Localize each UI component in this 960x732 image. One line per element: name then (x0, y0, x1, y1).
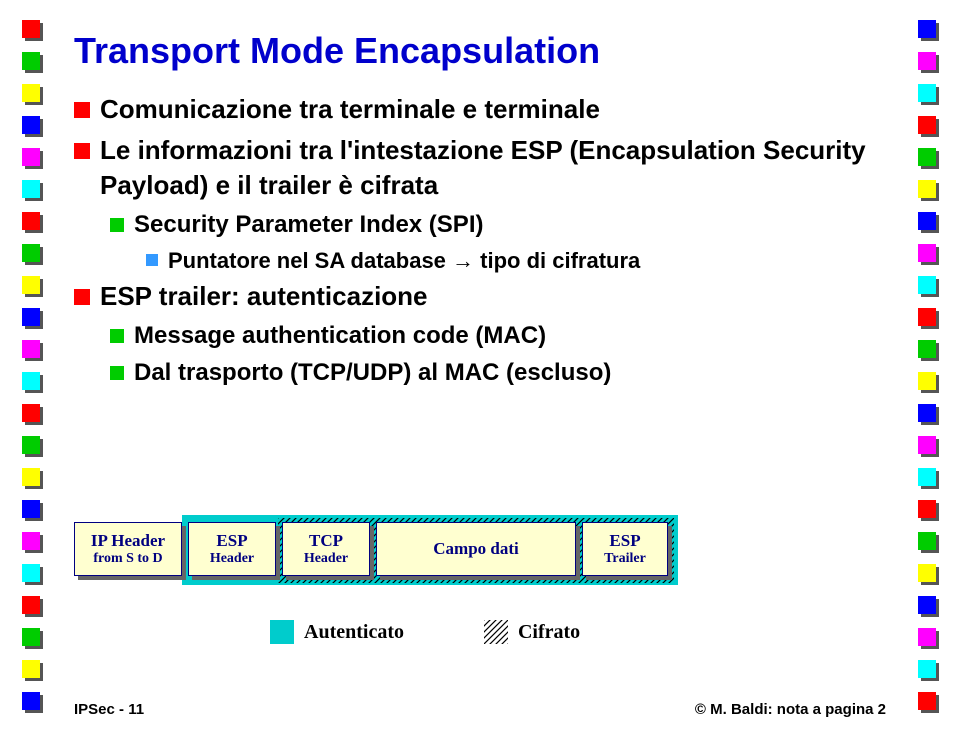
packet-diagram: IP Headerfrom S to DESPHeaderTCPHeaderCa… (74, 522, 674, 576)
footer-right: © M. Baldi: nota a pagina 2 (695, 701, 886, 718)
bullet-icon (110, 329, 124, 343)
legend-cipher: Cifrato (484, 620, 580, 644)
packet-box: IP Headerfrom S to D (74, 522, 182, 576)
legend-cipher-label: Cifrato (518, 621, 580, 644)
slide-footer: IPSec - 11 © M. Baldi: nota a pagina 2 (74, 701, 886, 718)
bullet-text: Security Parameter Index (SPI) (134, 209, 886, 241)
bullet-icon (110, 218, 124, 232)
legend-auth-label: Autenticato (304, 621, 404, 644)
bullet-icon (146, 254, 158, 266)
bullet-item: Dal trasporto (TCP/UDP) al MAC (escluso) (110, 357, 886, 389)
legend: Autenticato Cifrato (270, 620, 580, 644)
bullet-text: Message authentication code (MAC) (134, 320, 886, 352)
slide-title: Transport Mode Encapsulation (74, 30, 886, 72)
bullet-item: Comunicazione tra terminale e terminale (74, 92, 886, 127)
packet-box: TCPHeader (282, 522, 370, 576)
bullet-text: Puntatore nel SA database → tipo di cifr… (168, 246, 886, 276)
bullet-item: Le informazioni tra l'intestazione ESP (… (74, 133, 886, 203)
bullet-item: ESP trailer: autenticazione (74, 279, 886, 314)
bullet-text: Comunicazione tra terminale e terminale (100, 92, 886, 127)
packet-box: ESPTrailer (582, 522, 668, 576)
packet-box: ESPHeader (188, 522, 276, 576)
bullet-text: ESP trailer: autenticazione (100, 279, 886, 314)
bullet-item: Security Parameter Index (SPI) (110, 209, 886, 241)
bullet-text: Le informazioni tra l'intestazione ESP (… (100, 133, 886, 203)
bullet-item: Message authentication code (MAC) (110, 320, 886, 352)
bullet-icon (74, 143, 90, 159)
bullet-list: Comunicazione tra terminale e terminale L… (74, 92, 886, 389)
bullet-icon (110, 366, 124, 380)
packet-box: Campo dati (376, 522, 576, 576)
legend-cipher-swatch (484, 620, 508, 644)
bullet-item: Puntatore nel SA database → tipo di cifr… (146, 246, 886, 276)
bullet-icon (74, 289, 90, 305)
legend-auth-swatch (270, 620, 294, 644)
bullet-icon (74, 102, 90, 118)
footer-left: IPSec - 11 (74, 701, 144, 718)
legend-auth: Autenticato (270, 620, 404, 644)
bullet-text: Dal trasporto (TCP/UDP) al MAC (escluso) (134, 357, 886, 389)
